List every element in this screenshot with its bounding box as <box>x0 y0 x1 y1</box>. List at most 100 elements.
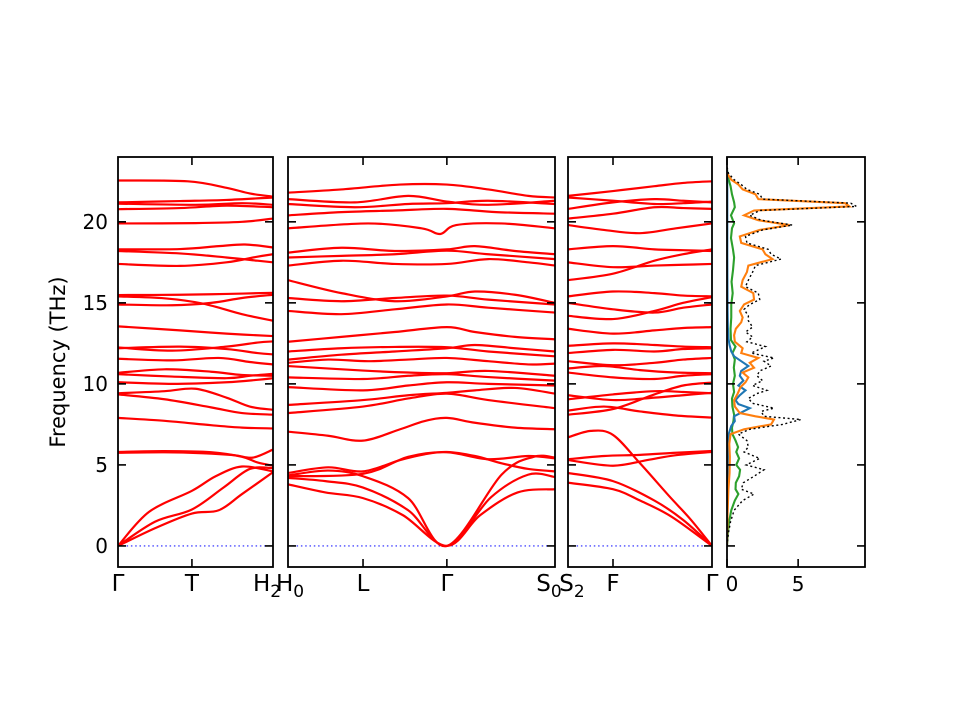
kpoint-label: L <box>357 571 370 597</box>
phonon-band-curve <box>288 279 555 304</box>
phonon-band-curve <box>118 325 273 338</box>
total-dos-dotted-curve <box>727 166 859 547</box>
kpoint-label: S2 <box>559 571 584 602</box>
phonon-band-curve <box>568 471 712 547</box>
phonon-band-curve <box>118 450 273 467</box>
phonon-band-curve <box>288 454 555 548</box>
dos-tick-label: 5 <box>792 572 805 596</box>
kpoint-label: S0 <box>536 571 561 602</box>
phonon-band-curve <box>118 202 273 206</box>
dos-tick-label: 0 <box>726 572 739 596</box>
pdos-orange-curve <box>727 172 853 546</box>
y-tick-label: 0 <box>95 534 108 558</box>
phonon-band-curve <box>568 364 712 375</box>
kpoint-label: Γ <box>440 571 453 597</box>
y-axis-label: Frequency (THz) <box>46 276 70 448</box>
phonon-band-curve <box>568 296 712 321</box>
phonon-band-curve <box>118 387 273 411</box>
phonon-band-curve <box>568 326 712 335</box>
phonon-band-curve <box>118 466 273 547</box>
phonon-band-curve <box>118 249 273 264</box>
phonon-band-curve <box>568 389 712 401</box>
phonon-band-curve <box>118 372 273 380</box>
phonon-band-curve <box>568 347 712 355</box>
phonon-band-curve <box>288 356 555 366</box>
phonon-band-curve <box>118 416 273 430</box>
phonon-band-curve <box>118 377 273 385</box>
phonon-band-curve <box>118 471 273 547</box>
kpoint-label: H0 <box>276 571 304 602</box>
phonon-band-curve <box>118 291 273 297</box>
pdos-blue-curve <box>727 169 753 546</box>
phonon-band-curve <box>288 199 555 209</box>
phonon-band-curve <box>118 340 273 352</box>
kpoint-label: T <box>184 571 200 597</box>
phonon-band-curve <box>288 381 555 392</box>
phonon-band-curve <box>288 194 555 206</box>
phonon-band-curve <box>118 345 273 356</box>
phonon-band-curve <box>568 371 712 381</box>
phonon-band-curve <box>288 386 555 407</box>
phonon-band-curve <box>288 416 555 442</box>
phonon-band-curve <box>288 249 555 261</box>
phonon-band-curve <box>568 450 712 467</box>
phonon-band-curve <box>288 345 555 358</box>
phonon-band-curve <box>288 257 555 267</box>
phonon-band-curve <box>288 364 555 377</box>
phonon-band-curve <box>118 196 273 204</box>
phonon-band-curve <box>118 243 273 251</box>
phonon-band-curve <box>568 301 712 314</box>
y-tick-label: 15 <box>83 291 108 315</box>
phonon-band-curve <box>568 449 712 461</box>
phonon-band-curve <box>568 245 712 253</box>
phonon-band-curve <box>568 205 712 220</box>
phonon-band-curve <box>568 196 712 206</box>
y-tick-label: 5 <box>95 453 108 477</box>
kpoint-label: Γ <box>706 571 719 597</box>
phonon-band-curve <box>568 381 712 416</box>
phonon-band-curve <box>288 483 555 548</box>
phonon-band-curve <box>568 405 712 419</box>
phonon-band-curve <box>288 472 555 548</box>
phonon-band-curve <box>118 204 273 211</box>
phonon-band-curve <box>118 293 273 307</box>
phonon-band-curve <box>568 222 712 235</box>
phonon-band-curve <box>568 391 712 402</box>
phonon-band-curve <box>568 342 712 349</box>
phonon-band-curve <box>118 295 273 322</box>
phonon-band-curve <box>288 451 555 478</box>
dos-panel-frame <box>726 156 866 568</box>
phonon-band-curve <box>568 198 712 210</box>
y-tick-label: 10 <box>83 372 108 396</box>
phonon-band-curve <box>568 290 712 298</box>
y-tick-label: 20 <box>83 210 108 234</box>
pdos-green-curve <box>727 169 742 547</box>
phonon-band-curve <box>288 245 555 256</box>
kpoint-label: H2 <box>253 571 281 602</box>
phonon-band-curve <box>288 392 555 415</box>
kpoint-label: F <box>606 571 619 597</box>
phonon-band-curve <box>288 222 555 236</box>
phonon-band-curve <box>568 481 712 547</box>
phonon-band-curve <box>288 303 555 316</box>
phonon-band-curve <box>568 429 712 547</box>
phonon-band-curve <box>118 393 273 416</box>
phonon-band-curve <box>288 326 555 343</box>
phonon-band-curve <box>568 261 712 269</box>
phonon-band-curve <box>288 207 555 217</box>
phonon-band-curve <box>118 179 273 198</box>
band-panel-frame <box>287 156 556 568</box>
phonon-band-curve <box>288 373 555 382</box>
phonon-band-curve <box>568 180 712 197</box>
phonon-band-curve <box>568 356 712 367</box>
band-panel-frame <box>117 156 274 568</box>
phonon-band-curve <box>118 217 273 225</box>
phonon-band-curve <box>288 294 555 306</box>
band-panel-frame <box>567 156 713 568</box>
phonon-band-curve <box>118 465 273 547</box>
phonon-band-curve <box>568 248 712 282</box>
kpoint-label: Γ <box>112 571 125 597</box>
phonon-band-curve <box>118 253 273 268</box>
